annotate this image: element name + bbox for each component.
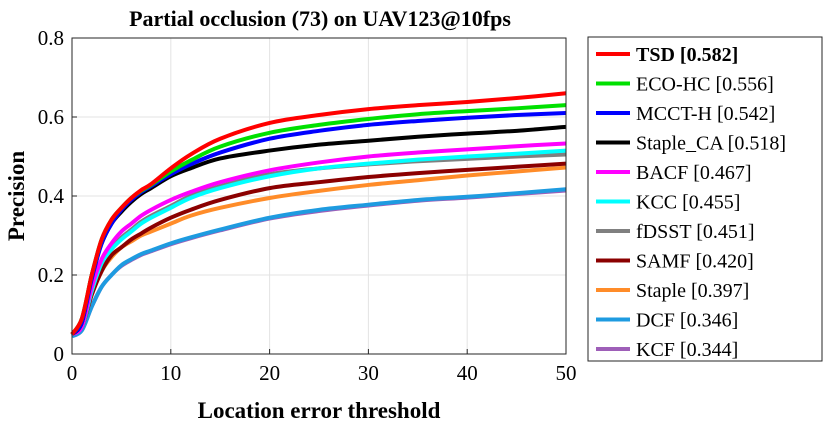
y-tick-label: 0.4 [38,184,65,208]
x-tick-label: 0 [67,361,78,385]
legend-score: [0.518] [728,133,786,155]
x-tick-label: 30 [358,361,379,385]
legend-label-kcc: KCC [0.455] [636,192,740,214]
legend-label-fdsst: fDSST [0.451] [636,221,755,243]
series-line-samf [70,161,567,336]
legend-label-tsd: TSD [0.582] [636,44,738,66]
legend-label-staple-ca: Staple_CA [0.518] [636,133,786,155]
series-line-kcc [70,148,567,336]
series-line-bacf [70,141,567,337]
legend-name: KCF [636,339,675,361]
legend-score: [0.397] [691,280,749,302]
legend-name: Staple [636,280,686,302]
legend-label-bacf: BACF [0.467] [636,162,752,184]
legend-score: [0.455] [682,192,740,214]
x-tick-label: 50 [556,361,577,385]
legend-name: TSD [636,44,675,66]
legend-score: [0.346] [680,310,738,332]
y-tick-label: 0.2 [38,263,64,287]
legend-label-samf: SAMF [0.420] [636,251,754,273]
y-axis-label: Precision [4,151,29,241]
y-tick-label: 0.8 [38,26,64,50]
legend-score: [0.451] [696,221,754,243]
legend-score: [0.420] [695,251,753,273]
legend-label-mcct-h: MCCT-H [0.542] [636,103,775,125]
chart-title: Partial occlusion (73) on UAV123@10fps [129,6,511,31]
legend-name: BACF [636,162,688,184]
legend-score: [0.556] [715,74,773,96]
legend-name: MCCT-H [636,103,712,125]
x-axis-label: Location error threshold [198,398,441,423]
legend-name: DCF [636,310,675,332]
x-tick-label: 40 [457,361,478,385]
legend-score: [0.542] [717,103,775,125]
legend-label-staple: Staple [0.397] [636,280,749,302]
legend-name: Staple_CA [636,133,724,155]
y-tick-label: 0 [54,342,65,366]
legend-label-dcf: DCF [0.346] [636,310,738,332]
x-tick-label: 20 [259,361,280,385]
legend-score: [0.344] [680,339,738,361]
legend-label-eco-hc: ECO-HC [0.556] [636,74,774,96]
series-line-dcf [70,187,567,339]
legend-score: [0.467] [693,162,751,184]
legend-box [587,36,823,362]
legend: TSD [0.582]ECO-HC [0.556]MCCT-H [0.542]S… [587,36,823,362]
x-tick-label: 10 [160,361,181,385]
legend-name: KCC [636,192,677,214]
legend-name: ECO-HC [636,74,710,96]
legend-name: SAMF [636,251,690,273]
series-lines [70,91,567,339]
legend-name: fDSST [636,221,691,243]
y-tick-label: 0.6 [38,105,64,129]
axis-ticks: 0 10 20 30 40 50 0 0.2 0.4 0.6 0.8 [38,26,577,385]
legend-score: [0.582] [680,44,738,66]
series-line-tsd [70,91,567,336]
legend-label-kcf: KCF [0.344] [636,339,738,361]
